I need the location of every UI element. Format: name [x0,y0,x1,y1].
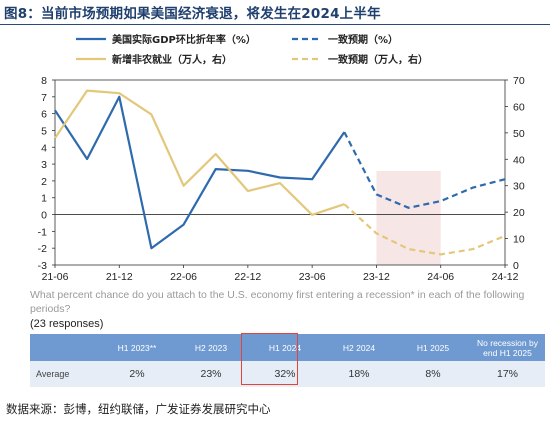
y-right-tick-label: 60 [513,101,525,113]
survey-row-label: Average [30,361,100,387]
x-tick-label: 21-06 [42,271,69,283]
survey-header-h1-2023: H1 2023** [100,334,174,361]
y-left-tick-label: -1 [38,226,47,238]
y-right-tick-label: 70 [513,75,525,87]
survey-header-blank [30,334,100,361]
y-left-tick-label: 0 [41,210,47,222]
chart-legend: 美国实际GDP环比折年率（%） 一致预期（%） 新增非农就业（万人，右） 一致预期（万… [76,33,428,66]
survey-table: H1 2023** H2 2023 H1 2024 H2 2024 H1 202… [30,334,545,387]
chart-plot-area: -3 -2 -1 0 1 2 3 4 5 6 7 8 0 10 20 30 40 50 60 70 21-06 21-12… [38,75,525,283]
chart: 美国实际GDP环比折年率（%） 一致预期（%） 新增非农就业（万人，右） 一致预期（万… [38,33,525,283]
y-right-tick-label: 20 [513,207,525,219]
survey-value-no-recession: 17% [470,361,545,387]
legend-label: 美国实际GDP环比折年率（%） [112,33,256,46]
survey-value-h2-2023: 23% [174,361,248,387]
y-left-tick-label: 8 [41,75,47,87]
y-left-tick-label: -2 [38,243,47,255]
survey-question: What percent chance do you attach to the… [30,289,525,315]
x-tick-label: 24-12 [492,271,519,283]
x-tick-label: 21-12 [106,271,133,283]
survey-value-h1-2024: 32% [248,361,322,387]
y-left-tick-label: -3 [38,260,47,272]
legend-label: 新增非农就业（万人，右） [112,53,232,66]
y-left-tick-label: 1 [41,193,47,205]
legend-label: 一致预期（万人，右） [328,53,428,66]
survey-response-count: (23 responses) [30,318,104,330]
shaded-recession-window [376,171,441,265]
gdp-line [54,95,346,250]
survey-value-h1-2023: 2% [100,361,174,387]
highlight-box-h1-2024 [241,333,298,385]
y-right-tick-label: 40 [513,154,525,166]
x-tick-label: 23-12 [363,271,390,283]
x-tick-label: 22-12 [234,271,261,283]
survey-average-row: Average 2% 23% 32% 18% 8% 17% [30,361,545,387]
survey-header-h1-2025: H1 2025 [396,334,470,361]
y-right-tick-label: 50 [513,128,525,140]
survey-value-h1-2025: 8% [396,361,470,387]
y-left-tick-label: 3 [41,159,47,171]
y-left-tick-label: 6 [41,109,47,121]
title-divider [0,24,550,25]
survey-header-no-recession: No recession by end H1 2025 [470,334,545,361]
legend-label: 一致预期（%） [328,33,398,46]
y-right-tick-label: 30 [513,181,525,193]
payrolls-line [54,89,345,216]
y-left-tick-label: 2 [41,176,47,188]
y-left-tick-label: 5 [41,125,47,137]
survey-header-h2-2024: H2 2024 [322,334,396,361]
survey-header-h1-2024: H1 2024 [248,334,322,361]
survey-header-row: H1 2023** H2 2023 H1 2024 H2 2024 H1 202… [30,334,545,361]
payrolls-forecast-line [343,203,506,256]
x-tick-label: 24-06 [427,271,454,283]
source-note: 数据来源：彭博，纽约联储，广发证券发展研究中心 [6,402,271,416]
y-right-tick-label: 0 [513,260,519,272]
x-tick-label: 23-06 [299,271,326,283]
survey-header-h2-2023: H2 2023 [174,334,248,361]
y-right-tick-label: 10 [513,234,525,246]
y-left-tick-label: 4 [41,142,47,154]
plot-frame [54,79,506,266]
x-tick-label: 22-06 [170,271,197,283]
survey-value-h2-2024: 18% [322,361,396,387]
gdp-forecast-line [343,131,506,209]
y-left-tick-label: 7 [41,92,47,104]
figure-title: 图8：当前市场预期如果美国经济衰退，将发生在2024上半年 [4,6,381,22]
